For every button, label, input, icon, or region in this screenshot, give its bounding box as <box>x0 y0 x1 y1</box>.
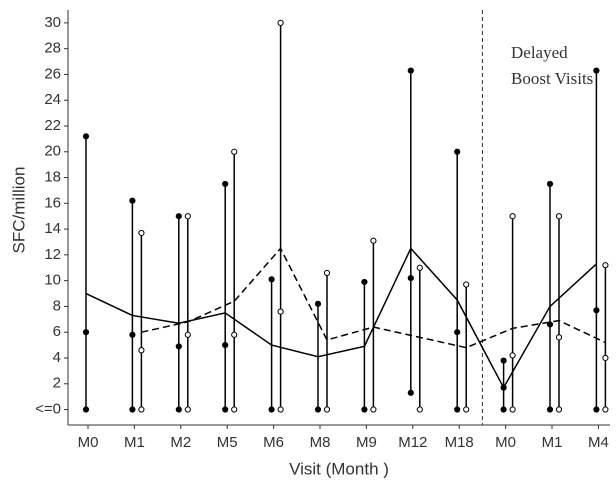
point <box>323 269 331 277</box>
x-tick-label: M4 <box>588 434 609 451</box>
y-tick-label: 16 <box>44 194 61 211</box>
point <box>546 180 554 188</box>
point <box>184 213 191 220</box>
point <box>454 148 461 155</box>
x-tick-label: M9 <box>356 434 377 451</box>
point <box>407 67 414 74</box>
y-tick-label: 4 <box>53 349 61 366</box>
y-tick-label: 26 <box>44 65 61 82</box>
y-tick-label: <=0 <box>35 401 61 418</box>
y-tick-label: 20 <box>44 143 61 160</box>
x-tick-label: M18 <box>445 434 474 451</box>
point <box>407 274 414 282</box>
y-tick-label: 12 <box>44 246 61 263</box>
mean-line <box>141 247 606 349</box>
point <box>454 406 461 413</box>
y-tick-label: 14 <box>44 220 61 237</box>
point <box>602 406 609 413</box>
point <box>361 278 368 286</box>
point <box>129 331 136 338</box>
point <box>546 406 554 413</box>
point <box>546 321 554 328</box>
point <box>593 406 600 413</box>
y-tick-label: 24 <box>44 91 61 108</box>
point <box>593 307 600 314</box>
y-tick-label: 22 <box>44 117 61 134</box>
point <box>138 347 145 354</box>
x-tick-label: M5 <box>217 434 238 451</box>
point <box>509 406 516 413</box>
point <box>555 406 563 413</box>
y-tick-label: 28 <box>44 40 61 57</box>
annotation: Boost Visits <box>511 69 593 88</box>
point <box>231 331 238 338</box>
x-tick-label: M1 <box>124 434 145 451</box>
point <box>463 406 470 413</box>
mean-line <box>85 247 597 390</box>
point <box>555 213 563 220</box>
point <box>593 67 600 74</box>
point <box>555 334 563 341</box>
point <box>277 308 284 315</box>
point <box>509 352 516 359</box>
point <box>277 19 284 26</box>
point <box>184 406 191 413</box>
point <box>454 329 461 336</box>
annotation: Delayed <box>511 43 568 62</box>
point <box>416 264 423 271</box>
point <box>222 406 229 413</box>
y-tick-label: 10 <box>44 272 61 289</box>
x-axis-label: Visit (Month ) <box>289 459 389 478</box>
x-tick-label: M6 <box>263 434 284 451</box>
y-axis-label: SFC/million <box>9 167 28 254</box>
point <box>314 300 322 307</box>
point <box>416 406 423 413</box>
y-tick-label: 2 <box>53 375 61 392</box>
point <box>129 406 136 413</box>
y-tick-label: 6 <box>53 323 61 340</box>
x-tick-label: M1 <box>542 434 563 451</box>
point <box>82 329 90 336</box>
point <box>231 406 238 413</box>
point <box>231 148 238 155</box>
point <box>222 180 229 188</box>
point <box>268 406 275 413</box>
y-tick-label: 18 <box>44 169 61 186</box>
point <box>175 406 182 413</box>
point <box>602 262 609 269</box>
point <box>500 357 507 364</box>
point <box>175 213 182 220</box>
y-tick-label: 8 <box>53 297 61 314</box>
point <box>138 229 145 237</box>
point <box>184 331 191 338</box>
point <box>82 133 90 140</box>
y-tick-label: 30 <box>44 14 61 31</box>
point <box>268 276 275 283</box>
point <box>361 406 368 413</box>
point <box>370 237 377 244</box>
point <box>463 281 470 288</box>
x-tick-label: M2 <box>170 434 191 451</box>
x-tick-label: M8 <box>310 434 331 451</box>
x-tick-label: M0 <box>78 434 99 451</box>
point <box>407 389 414 396</box>
point <box>277 406 284 413</box>
point <box>314 406 322 413</box>
point <box>323 406 331 413</box>
point <box>370 406 377 413</box>
point <box>175 343 182 350</box>
point <box>138 406 145 413</box>
point <box>82 406 90 413</box>
point <box>509 213 516 220</box>
point <box>222 341 229 349</box>
x-tick-label: M0 <box>495 434 516 451</box>
x-tick-label: M12 <box>398 434 427 451</box>
point <box>500 406 507 413</box>
point <box>602 354 609 362</box>
point <box>129 197 136 204</box>
